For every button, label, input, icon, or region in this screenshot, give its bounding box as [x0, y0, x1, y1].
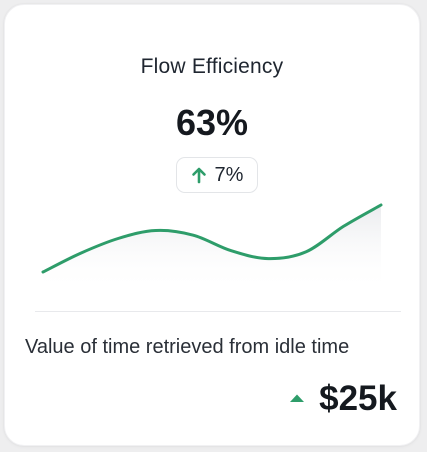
- divider: [35, 311, 401, 312]
- arrow-up-icon: [191, 166, 207, 184]
- card-title: Flow Efficiency: [140, 55, 284, 78]
- triangle-up-icon: [289, 390, 305, 408]
- change-value: 7%: [214, 163, 244, 186]
- efficiency-value: 63%: [175, 102, 249, 143]
- amount-value: $25k: [319, 379, 397, 418]
- amount-row: $25k: [289, 379, 397, 419]
- caption-text: Value of time retrieved from idle time: [25, 336, 350, 358]
- change-badge: 7%: [176, 157, 258, 193]
- flow-efficiency-card: Flow Efficiency 63% 7% Value of time ret…: [4, 4, 420, 446]
